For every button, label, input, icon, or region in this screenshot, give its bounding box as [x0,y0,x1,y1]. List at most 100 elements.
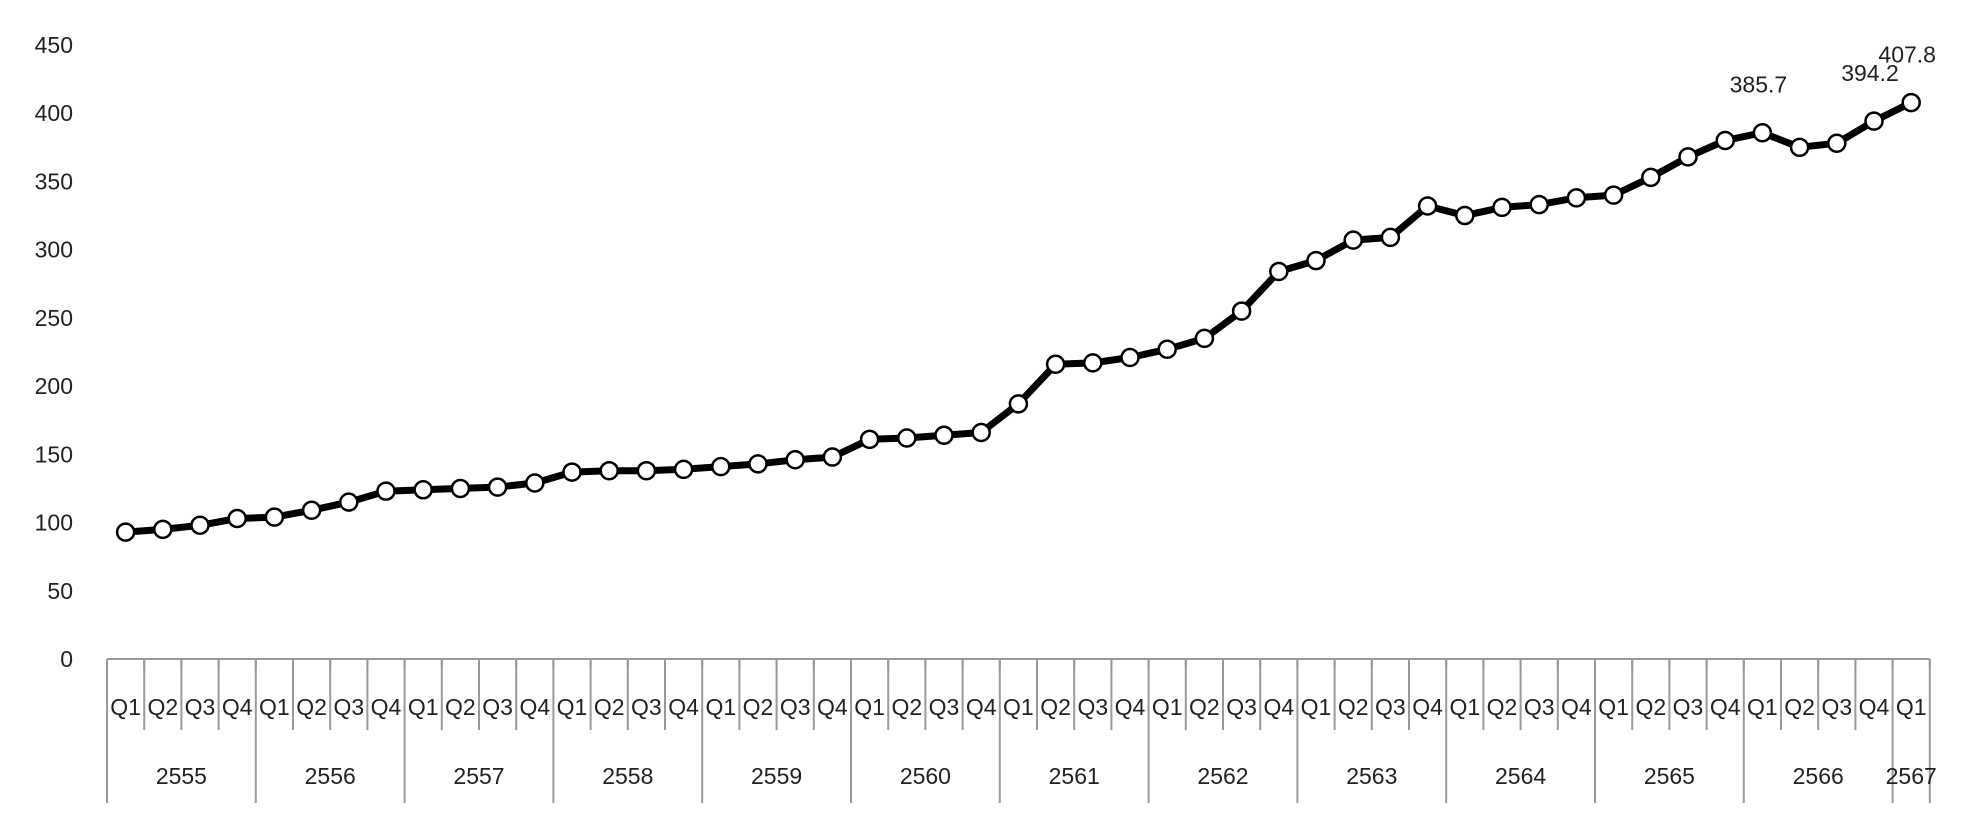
year-label: 2562 [1197,763,1248,789]
data-point [599,460,619,481]
y-tick-label: 200 [35,373,73,399]
quarter-label: Q4 [1859,694,1890,720]
year-label: 2567 [1886,763,1937,789]
year-label: 2561 [1049,763,1100,789]
series-path [122,99,1915,536]
data-point [376,481,396,501]
data-point [153,519,173,540]
data-point [562,462,582,482]
data-point [1789,137,1810,158]
y-tick-label: 50 [47,578,73,604]
data-point [1380,227,1401,248]
quarter-label: Q3 [929,694,960,720]
year-label: 2556 [305,763,356,789]
year-label: 2555 [156,763,207,789]
quarter-label: Q2 [594,694,625,720]
data-point [897,428,917,448]
quarter-label: Q2 [743,694,774,720]
data-point [1343,230,1363,250]
data-point [1157,339,1177,360]
data-point [1901,92,1921,113]
quarter-label: Q2 [1487,694,1518,720]
data-point [1194,328,1215,349]
data-point [413,480,433,500]
data-point [339,492,359,512]
quarter-label: Q4 [222,694,253,720]
quarter-label: Q3 [1524,694,1555,720]
year-label: 2565 [1644,763,1695,789]
quarter-label: Q4 [966,694,997,720]
quarter-label: Q1 [1896,694,1927,720]
quarter-label: Q4 [817,694,848,720]
quarter-label: Q4 [668,694,699,720]
data-point [301,500,322,521]
data-point [1827,133,1847,153]
data-point [1417,196,1438,216]
y-tick-label: 0 [60,646,73,672]
quarter-label: Q2 [1040,694,1071,720]
quarter-label: Q3 [1077,694,1108,720]
quarter-label: Q4 [1710,694,1741,720]
quarter-label: Q1 [557,694,588,720]
quarter-label: Q1 [408,694,439,720]
data-label: 385.7 [1730,72,1788,98]
series-line [115,92,1921,542]
quarter-label: Q2 [296,694,327,720]
quarter-label: Q4 [1115,694,1146,720]
y-tick-label: 400 [35,100,73,126]
data-label: 407.8 [1878,42,1936,68]
quarter-label: Q2 [891,694,922,720]
x-axis: Q1 Q2 Q3 Q4 Q1 Q2 Q3 Q4 Q1 Q2 Q3 Q4 Q1 Q2 Q3 Q4 Q1 Q2 Q3 Q4… [106,658,1937,803]
quarter-label: Q1 [259,694,290,720]
quarter-label: Q1 [705,694,736,720]
quarter-label: Q2 [1784,694,1815,720]
y-tick-label: 300 [35,237,73,263]
data-point [785,450,805,470]
data-point [1492,197,1512,218]
year-label: 2557 [453,763,504,789]
quarter-label: Q2 [1189,694,1220,720]
quarter-label: Q1 [854,694,885,720]
quarter-label: Q4 [1561,694,1592,720]
data-point [190,515,210,536]
data-point [1008,394,1029,414]
data-point [822,447,843,467]
y-tick-label: 250 [35,305,73,331]
data-label: 394.2 [1841,60,1899,86]
year-label: 2558 [602,763,653,789]
year-label: 2560 [900,763,951,789]
quarter-label: Q1 [1449,694,1480,720]
quarter-label: Q4 [371,694,402,720]
data-point [1603,185,1624,205]
data-point [1752,122,1773,143]
data-point [1231,301,1252,321]
quarter-label: Q4 [519,694,550,720]
year-label: 2564 [1495,763,1546,789]
quarter-label: Q1 [1301,694,1332,720]
year-label: 2563 [1346,763,1397,789]
data-point [1306,250,1326,271]
quarter-label: Q2 [1635,694,1666,720]
y-axis: 0 50 100 150 200 250 300 350 400 450 [35,32,73,672]
y-tick-label: 450 [35,32,73,58]
data-point [264,507,285,527]
data-point [1715,130,1735,151]
quarter-label: Q2 [147,694,178,720]
quarter-label: Q1 [1003,694,1034,720]
quarter-label: Q1 [1598,694,1629,720]
quarter-label: Q3 [780,694,811,720]
data-point [1120,347,1140,368]
year-label: 2566 [1793,763,1844,789]
quarter-label: Q3 [1226,694,1257,720]
quarter-label: Q3 [1375,694,1406,720]
data-point [934,425,954,445]
quarter-label: Q3 [631,694,662,720]
data-point [1083,353,1103,373]
data-point [227,508,247,529]
data-point [487,477,508,497]
data-point [1864,111,1884,131]
data-point [1529,194,1549,215]
data-point [971,422,991,443]
quarter-label: Q3 [482,694,513,720]
